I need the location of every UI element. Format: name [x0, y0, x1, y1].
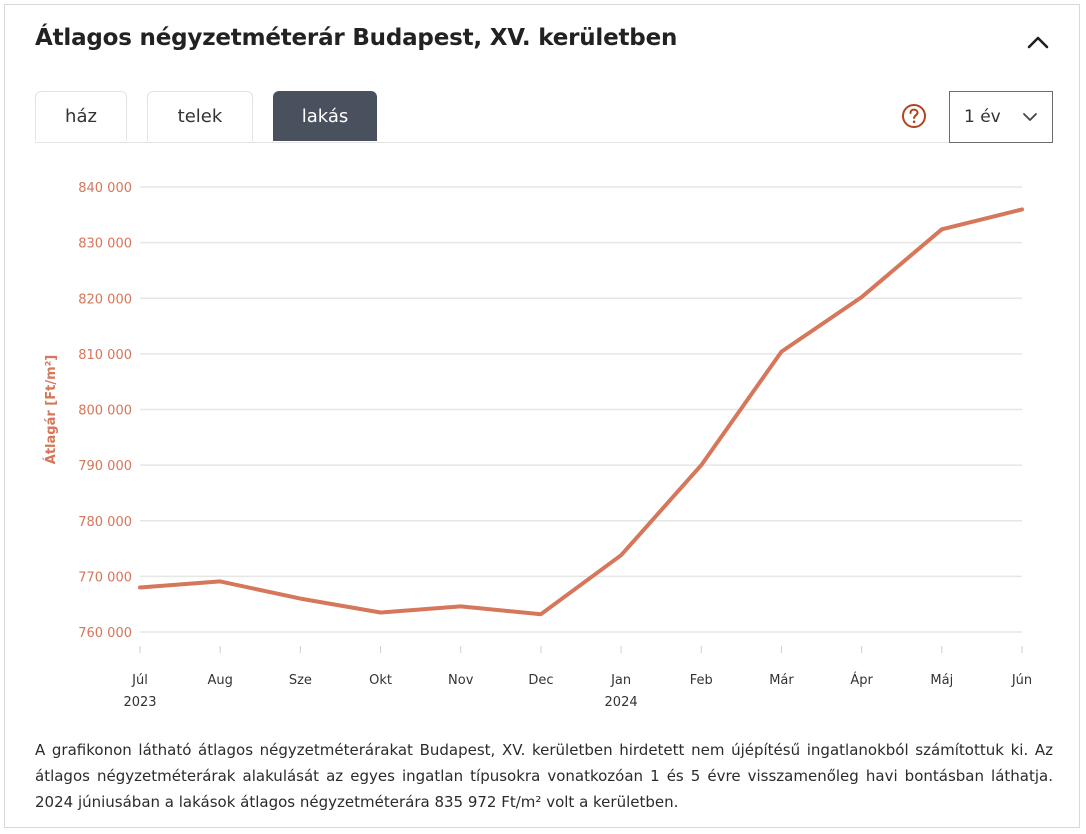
x-tick-label: Máj: [930, 673, 953, 688]
chevron-up-icon: [1027, 36, 1049, 49]
y-axis-label: Átlagár [Ft/m²]: [43, 355, 59, 464]
chevron-down-icon: [1023, 113, 1037, 121]
x-year-label: 2023: [123, 695, 156, 710]
tab-divider: [35, 142, 1051, 143]
y-tick-label: 760 000: [78, 626, 132, 641]
y-tick-label: 780 000: [78, 515, 132, 530]
y-tick-label: 770 000: [78, 570, 132, 585]
x-tick-label: Ápr: [850, 672, 873, 688]
question-circle-icon: [902, 104, 926, 128]
x-tick-label: Nov: [448, 673, 474, 688]
x-year-label: 2024: [605, 695, 638, 710]
price-line-chart: 760 000 770 000 780 000 790 000 800 000 810 0…: [43, 181, 1032, 710]
tab-telek[interactable]: telek: [147, 91, 253, 141]
y-tick-label: 810 000: [78, 348, 132, 363]
collapse-button[interactable]: [1023, 27, 1053, 57]
x-tick-label: Feb: [690, 673, 713, 688]
chart-description: A grafikonon látható átlagos négyzetméte…: [35, 741, 1053, 811]
tab-haz[interactable]: ház: [35, 91, 127, 141]
x-tick-label: Már: [769, 673, 794, 688]
series-line-lakás: [138, 207, 1024, 617]
y-tick-label: 840 000: [78, 181, 132, 196]
x-tick-label: Dec: [528, 673, 553, 688]
y-tick-label: 800 000: [78, 404, 132, 419]
help-button[interactable]: [901, 103, 927, 129]
tab-lakas[interactable]: lakás: [273, 91, 377, 141]
y-tick-label: 820 000: [78, 292, 132, 307]
page-title: Átlagos négyzetméterár Budapest, XV. ker…: [35, 25, 678, 51]
price-card: Átlagos négyzetméterár Budapest, XV. ker…: [4, 4, 1080, 828]
x-tick-label: Jún: [1011, 673, 1032, 688]
x-tick-label: Jan: [610, 673, 631, 688]
x-tick-label: Aug: [207, 673, 232, 688]
x-tick-label: Sze: [289, 673, 312, 688]
period-select-value: 1 év: [964, 107, 1001, 127]
period-select[interactable]: 1 év: [949, 91, 1053, 143]
y-tick-label: 830 000: [78, 237, 132, 252]
y-tick-label: 790 000: [78, 459, 132, 474]
x-tick-label: Júl: [131, 673, 148, 688]
x-tick-label: Okt: [369, 673, 392, 688]
